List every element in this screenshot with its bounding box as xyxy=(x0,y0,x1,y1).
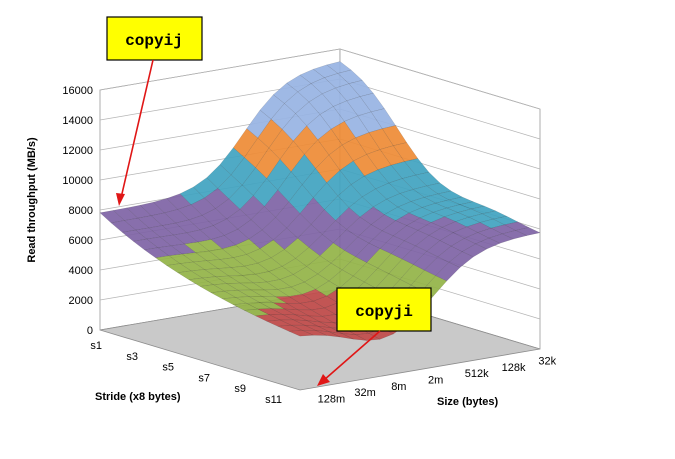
callout-copyji: copyji xyxy=(317,287,432,386)
callout-copyij-arrowhead xyxy=(116,193,125,206)
z-tick-label: 16000 xyxy=(62,85,93,97)
throughput-surface xyxy=(99,61,541,341)
stride-tick-label: s7 xyxy=(198,372,210,384)
surface-patch xyxy=(342,333,367,341)
stride-tick-label: s5 xyxy=(162,362,174,374)
surface-patch xyxy=(288,330,314,337)
z-tick-label: 6000 xyxy=(69,235,93,247)
size-tick-label: 32m xyxy=(354,387,375,399)
z-axis-title: Read throughput (MB/s) xyxy=(26,137,38,263)
callout-copyij-box xyxy=(106,16,203,61)
stride-tick-label: s3 xyxy=(126,351,138,363)
callout-copyji-label: copyji xyxy=(355,303,413,321)
size-tick-label: 128k xyxy=(502,362,526,374)
surface-patch xyxy=(448,251,474,268)
stride-axis-title: Stride (x8 bytes) xyxy=(95,391,181,403)
stride-tick-label: s1 xyxy=(90,340,102,352)
z-tick-label: 2000 xyxy=(69,295,93,307)
z-tick-label: 10000 xyxy=(62,175,93,187)
size-tick-label: 32k xyxy=(538,356,556,368)
surface-patch xyxy=(488,233,514,244)
size-axis-ticks: 32k 128k 512k 2m 8m 32m 128m xyxy=(318,356,557,406)
stride-tick-label: s11 xyxy=(265,394,282,406)
z-tick-label: 4000 xyxy=(69,265,93,277)
surface-patch xyxy=(461,243,488,258)
size-tick-label: 512k xyxy=(465,368,489,380)
z-axis-ticks: 0 2000 4000 6000 8000 10000 12000 14000 16000 xyxy=(62,85,93,337)
size-tick-label: 128m xyxy=(318,393,346,405)
z-tick-label: 14000 xyxy=(62,115,93,127)
callout-copyji-arrow xyxy=(323,330,381,381)
stride-axis-ticks: s1 s3 s5 s7 s9 s11 xyxy=(90,340,282,406)
callout-copyij-arrow xyxy=(120,59,154,199)
size-tick-label: 2m xyxy=(428,375,443,387)
size-tick-label: 8m xyxy=(391,381,406,393)
size-axis-title: Size (bytes) xyxy=(437,396,498,408)
z-tick-label: 0 xyxy=(87,325,93,337)
z-tick-label: 12000 xyxy=(62,145,93,157)
callout-copyji-box xyxy=(336,287,432,332)
stride-tick-label: s9 xyxy=(234,383,246,395)
z-gridline xyxy=(99,48,541,110)
z-tick-label: 8000 xyxy=(69,205,93,217)
callout-copyij: copyij xyxy=(106,16,203,206)
callout-copyji-arrowhead xyxy=(317,374,330,386)
surface-patch xyxy=(315,330,341,338)
callout-copyij-label: copyij xyxy=(125,32,183,50)
